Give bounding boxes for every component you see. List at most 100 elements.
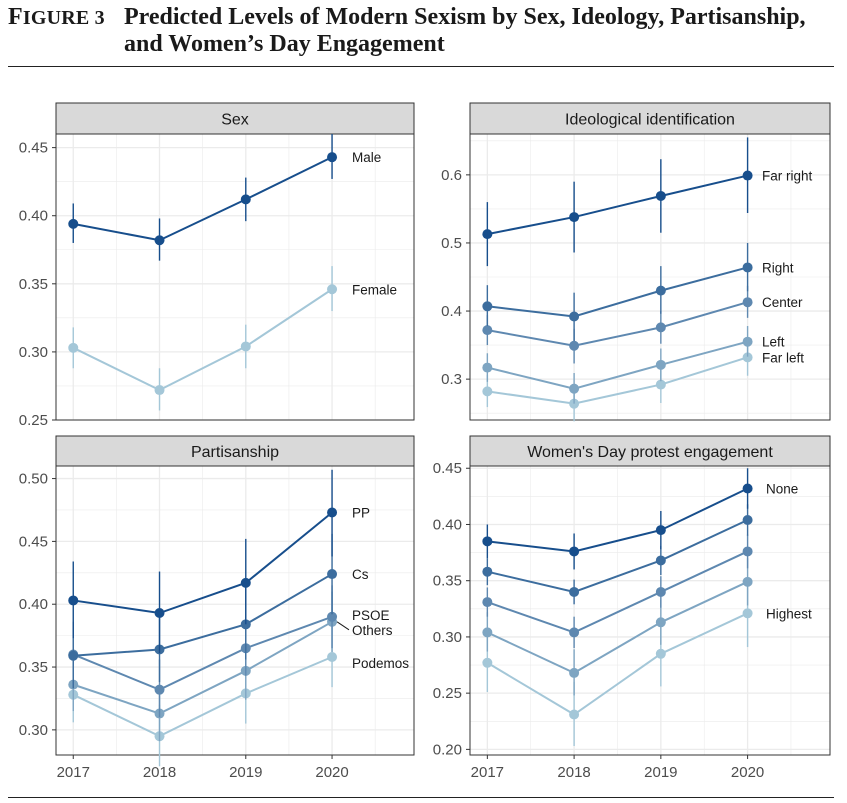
data-point	[655, 586, 666, 597]
series-line	[487, 266, 748, 318]
data-point	[742, 336, 753, 347]
series-line	[486, 580, 749, 675]
data-point	[327, 569, 338, 580]
y-tick-label: 0.25	[433, 685, 462, 702]
y-tick-label: 0.30	[433, 629, 462, 646]
facet-title: Partisanship	[191, 444, 279, 461]
data-point	[655, 190, 666, 201]
data-point	[742, 514, 753, 525]
series-line	[487, 519, 749, 593]
y-tick-label: 0.40	[19, 596, 48, 613]
y-tick-label: 0.5	[441, 235, 462, 252]
facet-strip	[469, 102, 831, 135]
series-label: Others	[352, 623, 393, 638]
data-point	[569, 709, 580, 720]
data-point	[240, 194, 251, 205]
data-point	[482, 597, 493, 608]
series-line	[486, 612, 749, 716]
data-point	[68, 218, 79, 229]
series-label: Right	[762, 260, 794, 275]
data-point	[742, 170, 753, 181]
data-point	[569, 627, 580, 638]
data-point	[655, 525, 666, 536]
series-line	[487, 174, 748, 236]
series-2: Right	[482, 242, 794, 342]
data-point	[569, 586, 580, 597]
series-label: Far right	[762, 169, 813, 184]
x-tick-label: 2017	[57, 764, 90, 781]
data-point	[569, 546, 580, 557]
y-tick-label: 0.30	[19, 344, 48, 361]
x-tick-label: 2019	[229, 764, 262, 781]
y-tick-label: 0.30	[19, 722, 48, 739]
data-point	[569, 311, 580, 322]
series-4: Others	[68, 591, 393, 742]
series-2	[482, 504, 753, 605]
facet-strip	[469, 435, 831, 467]
data-point	[240, 577, 251, 588]
data-point	[742, 297, 753, 308]
y-tick-label: 0.20	[433, 741, 462, 758]
series-1: Male	[68, 134, 381, 261]
panel-4: Women's Day protest engagement 0.20 0.25 0.…	[433, 435, 831, 781]
series-line	[73, 573, 333, 657]
plot-area	[56, 466, 414, 755]
panel-2: Ideological identification 0.3 0.4 0.5 0.6 Fa…	[441, 102, 831, 422]
data-point	[482, 325, 493, 336]
x-tick-label: 2020	[731, 764, 764, 781]
data-point	[482, 301, 493, 312]
data-point	[482, 229, 493, 240]
data-point	[569, 340, 580, 351]
data-point	[655, 322, 666, 333]
plot-area	[470, 466, 830, 755]
data-point	[482, 627, 493, 638]
y-tick-label: 0.45	[19, 533, 48, 550]
series-4: Left	[482, 326, 785, 404]
data-point	[482, 657, 493, 668]
figure-label: FIGURE 3	[8, 4, 105, 30]
series-line	[72, 288, 333, 392]
series-3: Center	[482, 285, 803, 364]
data-point	[327, 284, 338, 295]
label-leader-line	[336, 621, 350, 631]
y-tick-label: 0.50	[19, 471, 48, 488]
series-label: Far left	[762, 350, 804, 365]
figure-heading: FIGURE 3 Predicted Levels of Modern Sexi…	[8, 4, 838, 58]
series-line	[487, 487, 749, 553]
facet-title: Ideological identification	[565, 112, 735, 129]
data-point	[569, 667, 580, 678]
figure-title: Predicted Levels of Modern Sexism by Sex…	[124, 4, 806, 57]
series-label: Cs	[352, 567, 369, 582]
data-point	[655, 285, 666, 296]
series-2: Female	[68, 266, 397, 411]
data-point	[655, 617, 666, 628]
series-line	[73, 156, 333, 242]
y-tick-label: 0.45	[433, 460, 462, 477]
data-point	[327, 611, 338, 622]
data-point	[655, 379, 666, 390]
y-tick-label: 0.6	[441, 167, 462, 184]
facet-strip	[55, 435, 415, 467]
top-rule	[8, 66, 834, 67]
series-label: Left	[762, 335, 785, 350]
data-point	[327, 152, 338, 163]
y-tick-label: 0.35	[19, 659, 48, 676]
data-point	[154, 608, 165, 619]
series-line	[73, 511, 333, 615]
data-point	[154, 235, 165, 246]
y-tick-label: 0.40	[433, 516, 462, 533]
series-line	[72, 620, 333, 715]
series-line	[72, 656, 333, 738]
series-4	[482, 558, 753, 696]
data-point	[655, 648, 666, 659]
series-line	[487, 550, 749, 634]
data-point	[742, 352, 753, 363]
data-point	[569, 383, 580, 394]
data-point	[482, 566, 493, 577]
series-1: PP	[68, 469, 370, 654]
x-tick-label: 2020	[315, 764, 348, 781]
x-tick-label: 2019	[644, 764, 677, 781]
y-tick-label: 0.3	[441, 371, 462, 388]
y-tick-label: 0.35	[19, 276, 48, 293]
